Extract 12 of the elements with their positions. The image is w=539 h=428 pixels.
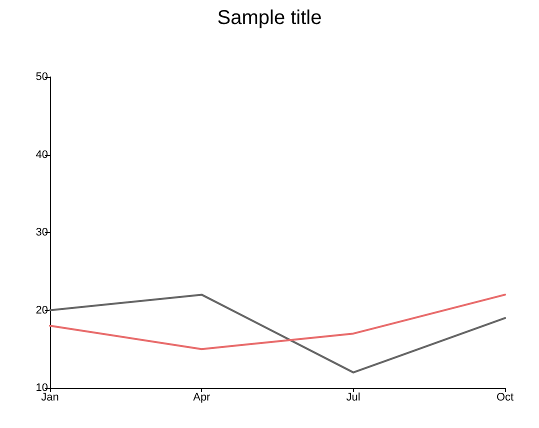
chart-title: Sample title [217,7,322,29]
y-tick-label: 50 [36,71,48,83]
y-tick-label: 40 [36,148,48,161]
y-tick-label: 10 [36,382,48,394]
x-tick-label: Oct [496,392,514,404]
x-tick-label: Jul [346,392,360,404]
x-tick-label: Jan [41,392,59,404]
line-series [49,294,506,350]
x-tick-label: Apr [193,392,211,404]
y-tick-label: 30 [36,226,48,238]
y-tick-label: 20 [36,304,48,316]
line-series [49,294,506,374]
